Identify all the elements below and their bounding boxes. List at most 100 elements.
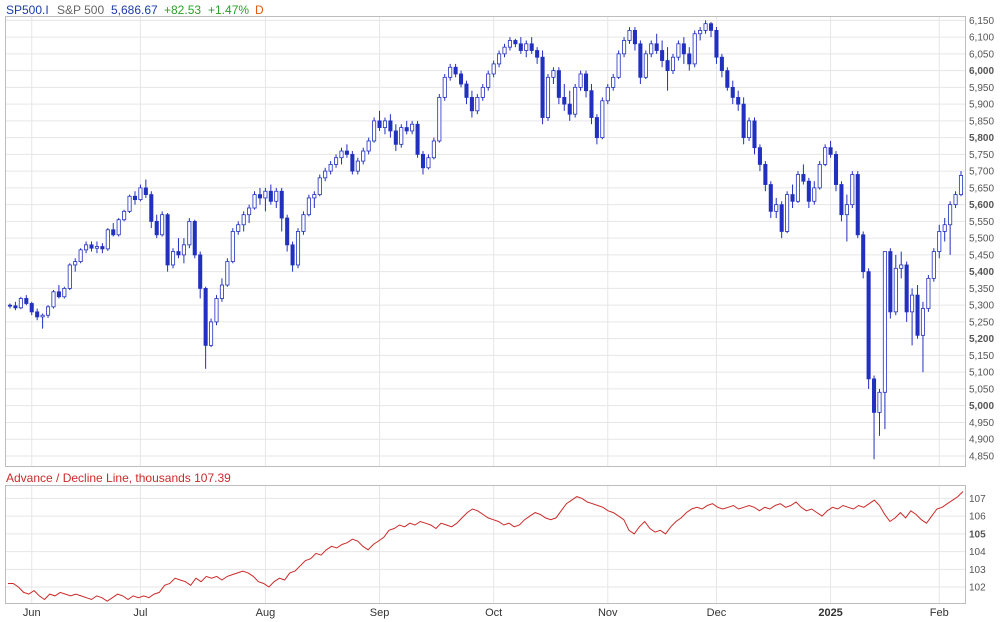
- candle: [149, 191, 154, 229]
- candle-body: [225, 261, 230, 286]
- candle-body: [480, 86, 485, 98]
- candle: [24, 295, 29, 306]
- candle-body: [665, 60, 670, 72]
- candle-body: [73, 261, 78, 266]
- candle: [774, 197, 779, 219]
- candle: [627, 27, 632, 44]
- candle: [698, 27, 703, 41]
- ad-tick-label: 102: [969, 583, 986, 594]
- candle: [84, 241, 89, 254]
- candle: [736, 90, 741, 111]
- candle: [839, 181, 844, 222]
- candle: [708, 22, 714, 38]
- candle: [763, 161, 768, 192]
- date-tick-label: Jun: [23, 607, 41, 619]
- candle: [632, 27, 637, 51]
- candle: [953, 191, 958, 208]
- candle: [328, 161, 333, 175]
- candle-body: [747, 120, 752, 139]
- candle-body: [453, 66, 458, 75]
- candle: [431, 137, 436, 160]
- candle-body: [795, 174, 801, 202]
- candle-body: [850, 174, 855, 206]
- candle-body: [643, 53, 648, 78]
- candle-body: [181, 244, 186, 256]
- candle-body: [687, 53, 692, 65]
- candle-body: [285, 217, 290, 246]
- candle: [73, 258, 78, 272]
- candle: [469, 90, 474, 118]
- price-tick-label: 4,900: [969, 435, 994, 446]
- candle-body: [149, 194, 154, 222]
- candle: [257, 187, 263, 205]
- candle-body: [507, 40, 512, 48]
- price-tick-label: 6,000: [969, 66, 994, 77]
- candle-body: [404, 127, 409, 132]
- candle-body: [578, 73, 583, 88]
- candle: [203, 286, 208, 369]
- candle: [785, 191, 790, 234]
- candle-body: [904, 264, 909, 313]
- candle: [105, 228, 110, 251]
- date-tick-label: 2025: [818, 607, 842, 619]
- candle-body: [29, 303, 34, 313]
- candle-body: [877, 391, 882, 413]
- candle-body: [132, 195, 138, 201]
- candle: [833, 151, 839, 192]
- candle-body: [638, 43, 643, 78]
- candle-body: [861, 234, 866, 273]
- candle-body: [926, 277, 931, 309]
- candle-body: [649, 43, 654, 55]
- candle-body: [464, 83, 469, 98]
- candle-body: [431, 140, 436, 159]
- candle: [214, 295, 219, 326]
- price-tick-label: 5,550: [969, 217, 994, 228]
- candle-body: [855, 174, 860, 236]
- candle: [274, 187, 279, 208]
- candle-body: [616, 53, 621, 78]
- candle: [676, 40, 681, 61]
- candle-body: [719, 56, 724, 72]
- candle-body: [833, 153, 839, 185]
- candle-body: [67, 264, 72, 289]
- candle-body: [660, 50, 665, 61]
- candle: [779, 201, 784, 239]
- price-tick-label: 4,950: [969, 418, 994, 429]
- candle-body: [214, 298, 219, 323]
- ad-tick-label: 103: [969, 565, 986, 576]
- candle-body: [567, 103, 572, 115]
- price-y-axis: 6,150 6,100 6,050 6,000 5,950 5,900 5,850 5,800…: [969, 16, 994, 463]
- price-tick-label: 5,050: [969, 384, 994, 395]
- date-tick-label: Nov: [598, 607, 618, 619]
- candle-body: [785, 194, 790, 232]
- candle-body: [154, 220, 159, 236]
- candle-body: [127, 195, 132, 212]
- candle: [323, 167, 328, 182]
- candle-body: [187, 220, 192, 246]
- candle: [116, 218, 121, 237]
- candle-body: [415, 123, 420, 155]
- candle: [937, 224, 942, 259]
- candle-body: [344, 150, 349, 155]
- price-tick-label: 5,400: [969, 267, 994, 278]
- date-tick-label: Feb: [930, 607, 949, 619]
- candle-body: [350, 153, 355, 172]
- candle: [350, 151, 355, 175]
- advance-decline-y-axis: 107 106 105 104 103 102: [969, 494, 986, 594]
- candle-body: [56, 291, 61, 298]
- price-tick-label: 5,850: [969, 116, 994, 127]
- candle: [377, 110, 382, 131]
- candle-body: [518, 43, 523, 51]
- candle: [654, 33, 659, 54]
- candle-body: [958, 175, 964, 195]
- candle: [263, 187, 268, 212]
- candle: [56, 285, 61, 299]
- candle-body: [605, 86, 610, 102]
- candle: [910, 288, 915, 346]
- candle-body: [230, 231, 235, 263]
- candle-body: [372, 120, 377, 142]
- candle-body: [779, 204, 784, 232]
- price-candles: [7, 20, 964, 460]
- candle-body: [888, 251, 893, 313]
- candle-body: [806, 180, 811, 202]
